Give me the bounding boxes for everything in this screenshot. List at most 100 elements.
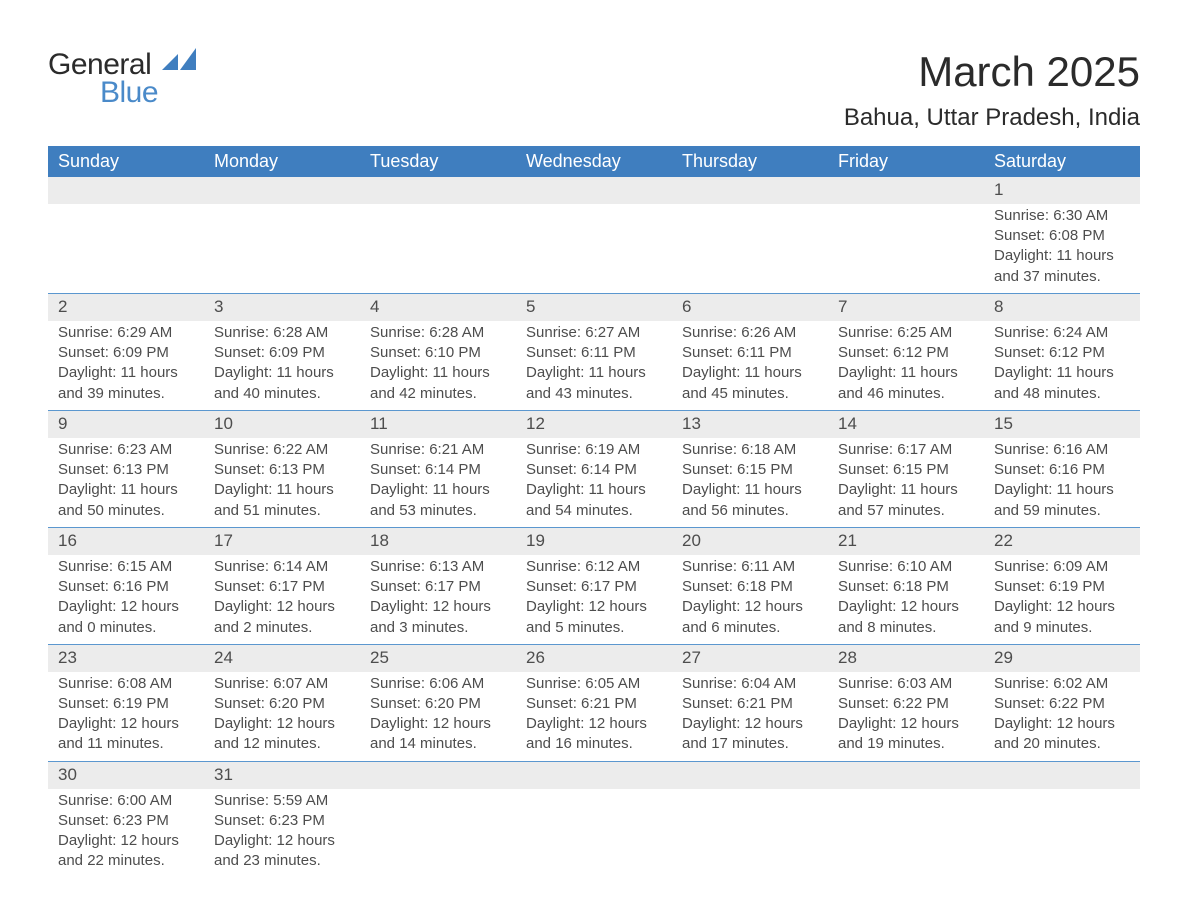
sunset-line: Sunset: 6:22 PM [838,694,974,714]
sunset-line-value: 6:08 PM [1049,227,1105,244]
day-number: 2 [58,297,67,316]
sunrise-line: Sunrise: 6:13 AM [370,557,506,577]
sunrise-line-label: Sunrise: [994,675,1053,692]
sunset-line-label: Sunset: [526,578,581,595]
sunset-line-value: 6:20 PM [425,695,481,712]
sunrise-line-label: Sunrise: [682,675,741,692]
day-number-cell: 15 [984,410,1140,437]
calendar-body: 1Sunrise: 6:30 AMSunset: 6:08 PMDaylight… [48,177,1140,878]
sunrise-line-label: Sunrise: [370,324,429,341]
sunset-line-label: Sunset: [58,812,113,829]
day-content-cell: Sunrise: 6:24 AMSunset: 6:12 PMDaylight:… [984,321,1140,411]
day-content-cell: Sunrise: 6:12 AMSunset: 6:17 PMDaylight:… [516,555,672,645]
day-content-cell: Sunrise: 6:16 AMSunset: 6:16 PMDaylight:… [984,438,1140,528]
sunset-line-label: Sunset: [994,344,1049,361]
sunset-line: Sunset: 6:17 PM [370,577,506,597]
sunset-line-label: Sunset: [994,461,1049,478]
day-number: 22 [994,531,1013,550]
sunrise-line: Sunrise: 6:09 AM [994,557,1130,577]
daynum-row: 1 [48,177,1140,204]
sunrise-line-label: Sunrise: [370,675,429,692]
header: General Blue March 2025 Bahua, Uttar Pra… [48,48,1140,132]
sunset-line-value: 6:19 PM [1049,578,1105,595]
sunset-line: Sunset: 6:22 PM [994,694,1130,714]
sunset-line-label: Sunset: [838,695,893,712]
sunrise-line-value: 6:22 AM [273,441,328,458]
sunrise-line-label: Sunrise: [994,324,1053,341]
day-content-cell: Sunrise: 6:21 AMSunset: 6:14 PMDaylight:… [360,438,516,528]
sunset-line: Sunset: 6:09 PM [214,343,350,363]
day-content-cell: Sunrise: 6:28 AMSunset: 6:09 PMDaylight:… [204,321,360,411]
sunset-line: Sunset: 6:13 PM [58,460,194,480]
day-number-cell: 10 [204,410,360,437]
daylight-line: Daylight: 11 hours and 51 minutes. [214,480,350,521]
day-number-cell: 2 [48,293,204,320]
sunrise-line-value: 6:07 AM [273,675,328,692]
daylight-line: Daylight: 11 hours and 45 minutes. [682,363,818,404]
sunset-line-label: Sunset: [682,344,737,361]
sunrise-line-label: Sunrise: [526,558,585,575]
day-content-cell [516,789,672,878]
day-number-cell: 23 [48,644,204,671]
sunrise-line-label: Sunrise: [214,324,273,341]
content-row: Sunrise: 6:08 AMSunset: 6:19 PMDaylight:… [48,672,1140,762]
sunrise-line-value: 6:04 AM [741,675,796,692]
daylight-line-label: Daylight: [994,247,1057,264]
sunrise-line-label: Sunrise: [214,558,273,575]
day-number: 10 [214,414,233,433]
day-content-cell [516,204,672,294]
sunrise-line-value: 6:02 AM [1053,675,1108,692]
daylight-line-label: Daylight: [526,598,589,615]
day-number: 9 [58,414,67,433]
day-number-cell: 28 [828,644,984,671]
sunrise-line: Sunrise: 6:07 AM [214,674,350,694]
sunrise-line-label: Sunrise: [214,792,273,809]
brand-shape-icon [162,48,196,79]
sunrise-line: Sunrise: 6:11 AM [682,557,818,577]
sunrise-line-label: Sunrise: [58,324,117,341]
daylight-line-label: Daylight: [58,481,121,498]
day-content-cell: Sunrise: 6:19 AMSunset: 6:14 PMDaylight:… [516,438,672,528]
day-number: 14 [838,414,857,433]
sunrise-line-label: Sunrise: [214,675,273,692]
daylight-line-label: Daylight: [214,598,277,615]
day-number: 13 [682,414,701,433]
sunset-line: Sunset: 6:12 PM [838,343,974,363]
sunset-line-value: 6:16 PM [113,578,169,595]
daylight-line: Daylight: 11 hours and 43 minutes. [526,363,662,404]
sunrise-line: Sunrise: 6:14 AM [214,557,350,577]
sunset-line-value: 6:20 PM [269,695,325,712]
daylight-line: Daylight: 12 hours and 23 minutes. [214,831,350,872]
day-number-cell [828,177,984,204]
day-number-cell: 20 [672,527,828,554]
sunrise-line: Sunrise: 6:24 AM [994,323,1130,343]
sunset-line-value: 6:15 PM [737,461,793,478]
sunset-line: Sunset: 6:14 PM [370,460,506,480]
content-row: Sunrise: 6:23 AMSunset: 6:13 PMDaylight:… [48,438,1140,528]
sunset-line-value: 6:15 PM [893,461,949,478]
daylight-line: Daylight: 12 hours and 17 minutes. [682,714,818,755]
daylight-line-label: Daylight: [214,481,277,498]
day-content-cell [672,204,828,294]
day-content-cell [672,789,828,878]
daylight-line-label: Daylight: [370,364,433,381]
sunset-line-value: 6:10 PM [425,344,481,361]
daylight-line: Daylight: 11 hours and 40 minutes. [214,363,350,404]
daylight-line: Daylight: 11 hours and 54 minutes. [526,480,662,521]
sunset-line-label: Sunset: [682,695,737,712]
daylight-line: Daylight: 12 hours and 2 minutes. [214,597,350,638]
sunset-line-value: 6:21 PM [737,695,793,712]
day-number: 25 [370,648,389,667]
day-content-cell: Sunrise: 6:05 AMSunset: 6:21 PMDaylight:… [516,672,672,762]
sunrise-line-value: 6:29 AM [117,324,172,341]
day-content-cell: Sunrise: 6:06 AMSunset: 6:20 PMDaylight:… [360,672,516,762]
content-row: Sunrise: 6:15 AMSunset: 6:16 PMDaylight:… [48,555,1140,645]
sunrise-line-label: Sunrise: [58,558,117,575]
daylight-line-label: Daylight: [994,715,1057,732]
day-number: 17 [214,531,233,550]
day-content-cell: Sunrise: 6:17 AMSunset: 6:15 PMDaylight:… [828,438,984,528]
daylight-line: Daylight: 11 hours and 57 minutes. [838,480,974,521]
day-content-cell: Sunrise: 6:02 AM Sunset: 6:22 PMDaylight:… [984,672,1140,762]
day-content-cell [828,789,984,878]
sunset-line-value: 6:17 PM [425,578,481,595]
